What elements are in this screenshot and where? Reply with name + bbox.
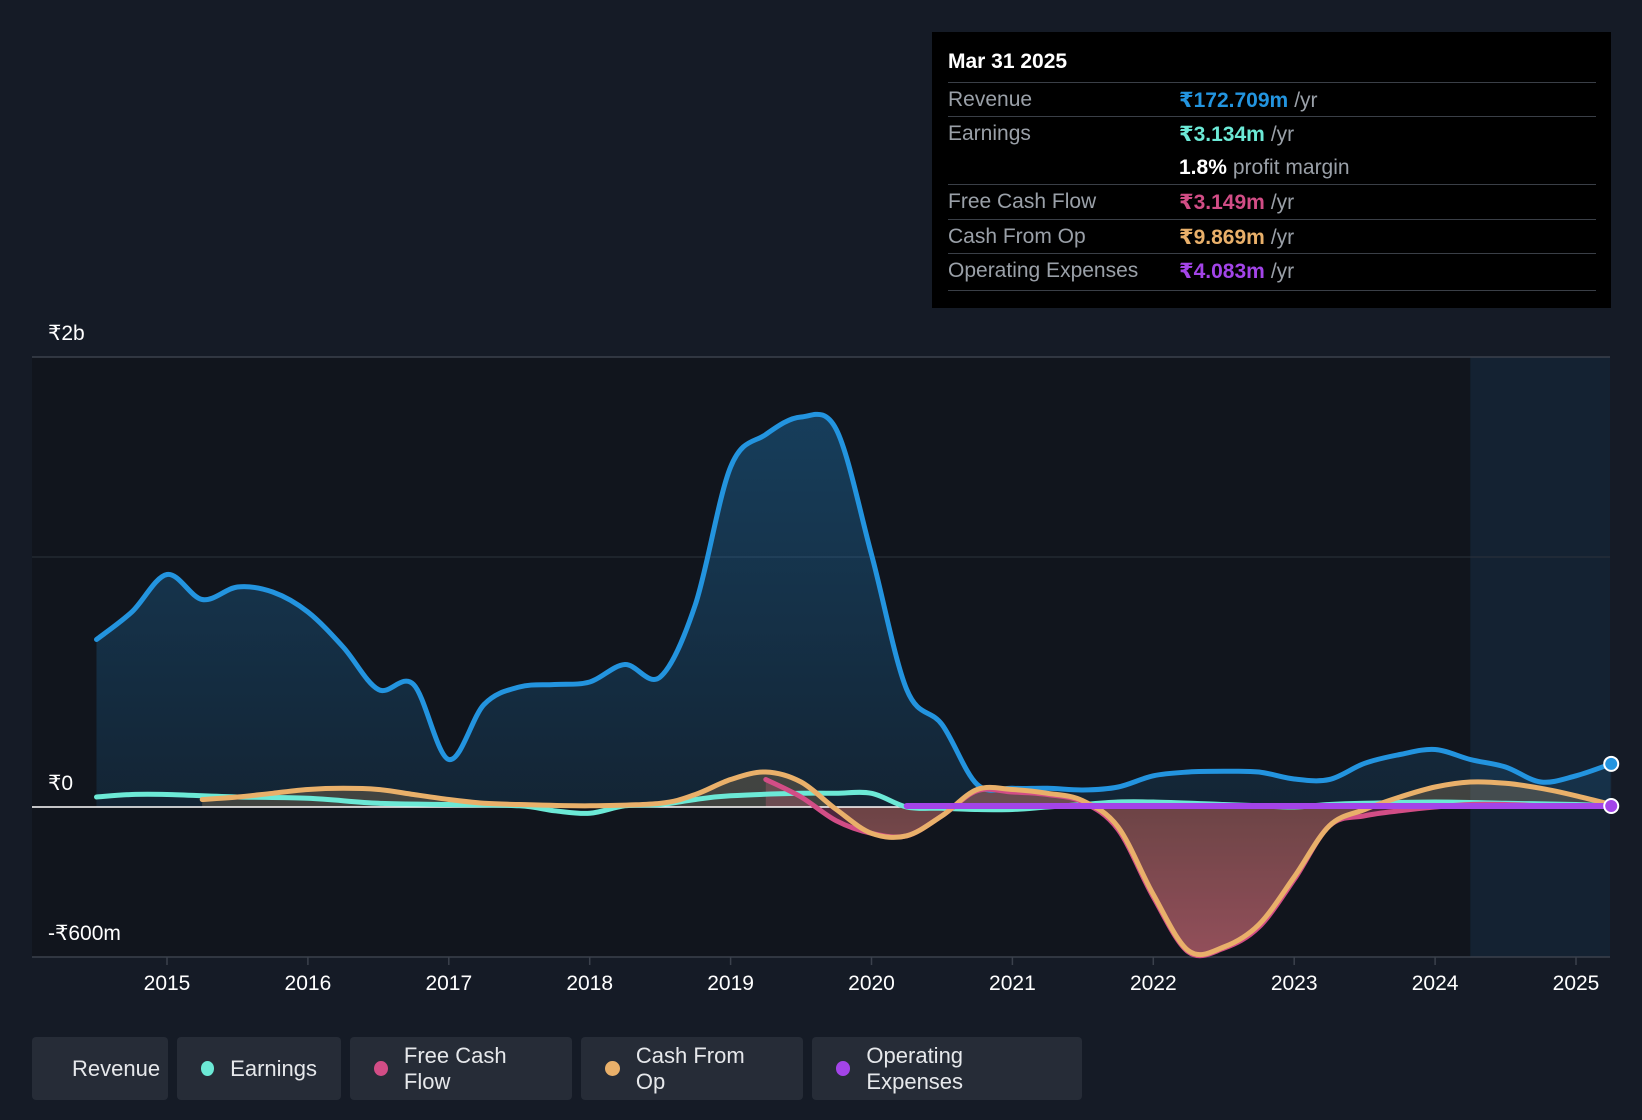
legend-label: Earnings <box>230 1055 317 1081</box>
free-cash-flow-dot-icon <box>374 1061 388 1076</box>
legend-label: Cash From Op <box>635 1042 745 1094</box>
x-tick-label: 2025 <box>1553 972 1600 995</box>
x-tick-label: 2015 <box>144 972 191 995</box>
tooltip-date: Mar 31 2025 <box>948 50 1068 73</box>
tooltip-label: Operating Expenses <box>948 259 1139 282</box>
legend-label: Revenue <box>72 1055 161 1081</box>
tooltip-value: ₹9.869m/yr <box>1179 226 1295 249</box>
y-label-top: ₹2b <box>48 322 85 345</box>
tooltip-panel: Mar 31 2025 Revenue ₹172.709m/yr Earning… <box>932 32 1611 308</box>
legend: Revenue Earnings Free Cash Flow Cash Fro… <box>32 1037 1082 1100</box>
operating-expenses-end-point[interactable] <box>1603 797 1620 814</box>
operating-expenses-dot-icon <box>836 1061 851 1076</box>
x-tick-label: 2023 <box>1271 972 1318 995</box>
free-cash-flow-area <box>765 779 1612 956</box>
tooltip-row-opex: Operating Expenses ₹4.083m/yr <box>948 253 1596 288</box>
earnings-dot-icon <box>201 1061 215 1076</box>
forecast-region <box>1470 357 1610 957</box>
revenue-area <box>96 414 1612 807</box>
tooltip-row-earnings: Earnings ₹3.134m/yr 1.8% profit margin <box>948 116 1596 185</box>
legend-label: Operating Expenses <box>866 1042 964 1094</box>
x-tick-label: 2021 <box>989 972 1036 995</box>
x-tick-label: 2019 <box>707 972 754 995</box>
tooltip-row-revenue: Revenue ₹172.709m/yr <box>948 82 1596 117</box>
revenue-line <box>94 411 1614 793</box>
tooltip-value: ₹172.709m/yr <box>1179 89 1318 112</box>
x-tick-label: 2020 <box>848 972 895 995</box>
legend-item-operating-expenses[interactable]: Operating Expenses <box>812 1037 1082 1100</box>
x-tick-label: 2018 <box>566 972 613 995</box>
tooltip-row-cfo: Cash From Op ₹9.869m/yr <box>948 219 1596 254</box>
cash-from-op-dot-icon <box>605 1061 620 1076</box>
legend-item-earnings[interactable]: Earnings <box>177 1037 341 1100</box>
tooltip-divider <box>948 290 1596 291</box>
tooltip-profit-margin: 1.8% profit margin <box>1179 156 1350 179</box>
tooltip-value: ₹3.149m/yr <box>1179 191 1295 214</box>
tooltip-label: Free Cash Flow <box>948 190 1097 213</box>
tooltip-value: ₹3.134m/yr <box>1179 123 1295 146</box>
tooltip-row-fcf: Free Cash Flow ₹3.149m/yr <box>948 184 1596 220</box>
x-tick-label: 2024 <box>1412 972 1459 995</box>
tooltip-label: Earnings <box>948 122 1031 145</box>
revenue-end-point[interactable] <box>1603 755 1620 772</box>
x-tick-label: 2022 <box>1130 972 1177 995</box>
legend-label: Free Cash Flow <box>403 1042 507 1094</box>
x-tick-label: 2017 <box>425 972 472 995</box>
y-label-bottom: -₹600m <box>48 922 121 945</box>
cash-from-op-area <box>202 771 1612 955</box>
tooltip-label: Cash From Op <box>948 225 1086 248</box>
x-tick-label: 2016 <box>285 972 332 995</box>
legend-item-cash-from-op[interactable]: Cash From Op <box>581 1037 803 1100</box>
tooltip-value: ₹4.083m/yr <box>1179 260 1295 283</box>
legend-item-revenue[interactable]: Revenue <box>32 1037 168 1100</box>
legend-item-free-cash-flow[interactable]: Free Cash Flow <box>350 1037 572 1100</box>
y-label-zero: ₹0 <box>48 772 73 795</box>
tooltip-label: Revenue <box>948 88 1033 111</box>
cash-from-op-line <box>199 769 1614 958</box>
